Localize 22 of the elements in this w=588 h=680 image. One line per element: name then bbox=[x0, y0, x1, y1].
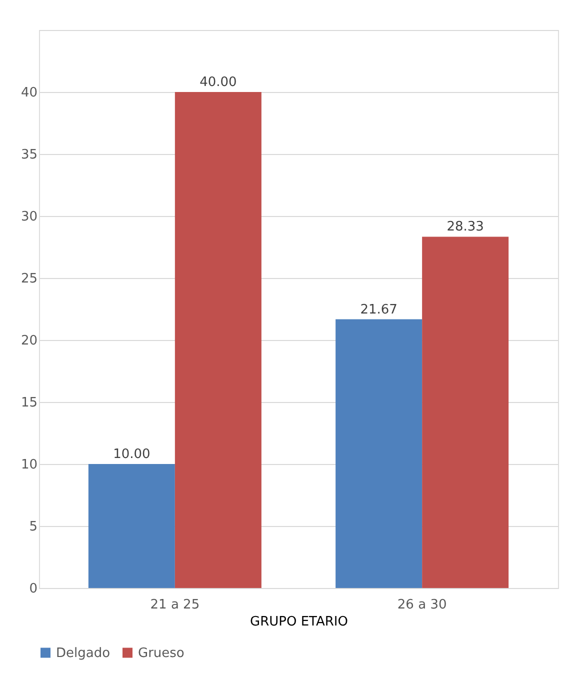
data-label: 10.00 bbox=[113, 447, 150, 462]
y-tick-label: 15 bbox=[20, 396, 38, 410]
data-label: 40.00 bbox=[200, 75, 237, 90]
y-tick-label: 25 bbox=[20, 272, 38, 286]
bar bbox=[422, 236, 509, 588]
bar bbox=[174, 92, 262, 588]
legend-label: Grueso bbox=[138, 646, 184, 661]
data-label: 21.67 bbox=[360, 302, 398, 318]
y-tick-label: 0 bbox=[29, 582, 38, 596]
legend-label: Delgado bbox=[56, 646, 110, 661]
y-tick-label: 10 bbox=[20, 458, 38, 472]
data-label: 28.33 bbox=[446, 220, 484, 235]
x-tick-label: 21 a 25 bbox=[150, 598, 200, 612]
y-tick-label: 30 bbox=[20, 210, 38, 224]
x-tick-label: 26 a 30 bbox=[397, 598, 447, 612]
y-tick-label: 40 bbox=[20, 86, 38, 100]
y-tick-label: 20 bbox=[20, 334, 38, 348]
bar bbox=[336, 319, 422, 588]
y-tick-label: 35 bbox=[20, 148, 38, 162]
y-tick-label: 5 bbox=[29, 520, 38, 534]
bar bbox=[88, 464, 175, 588]
x-axis-title: GRUPO ETARIO bbox=[250, 614, 348, 630]
